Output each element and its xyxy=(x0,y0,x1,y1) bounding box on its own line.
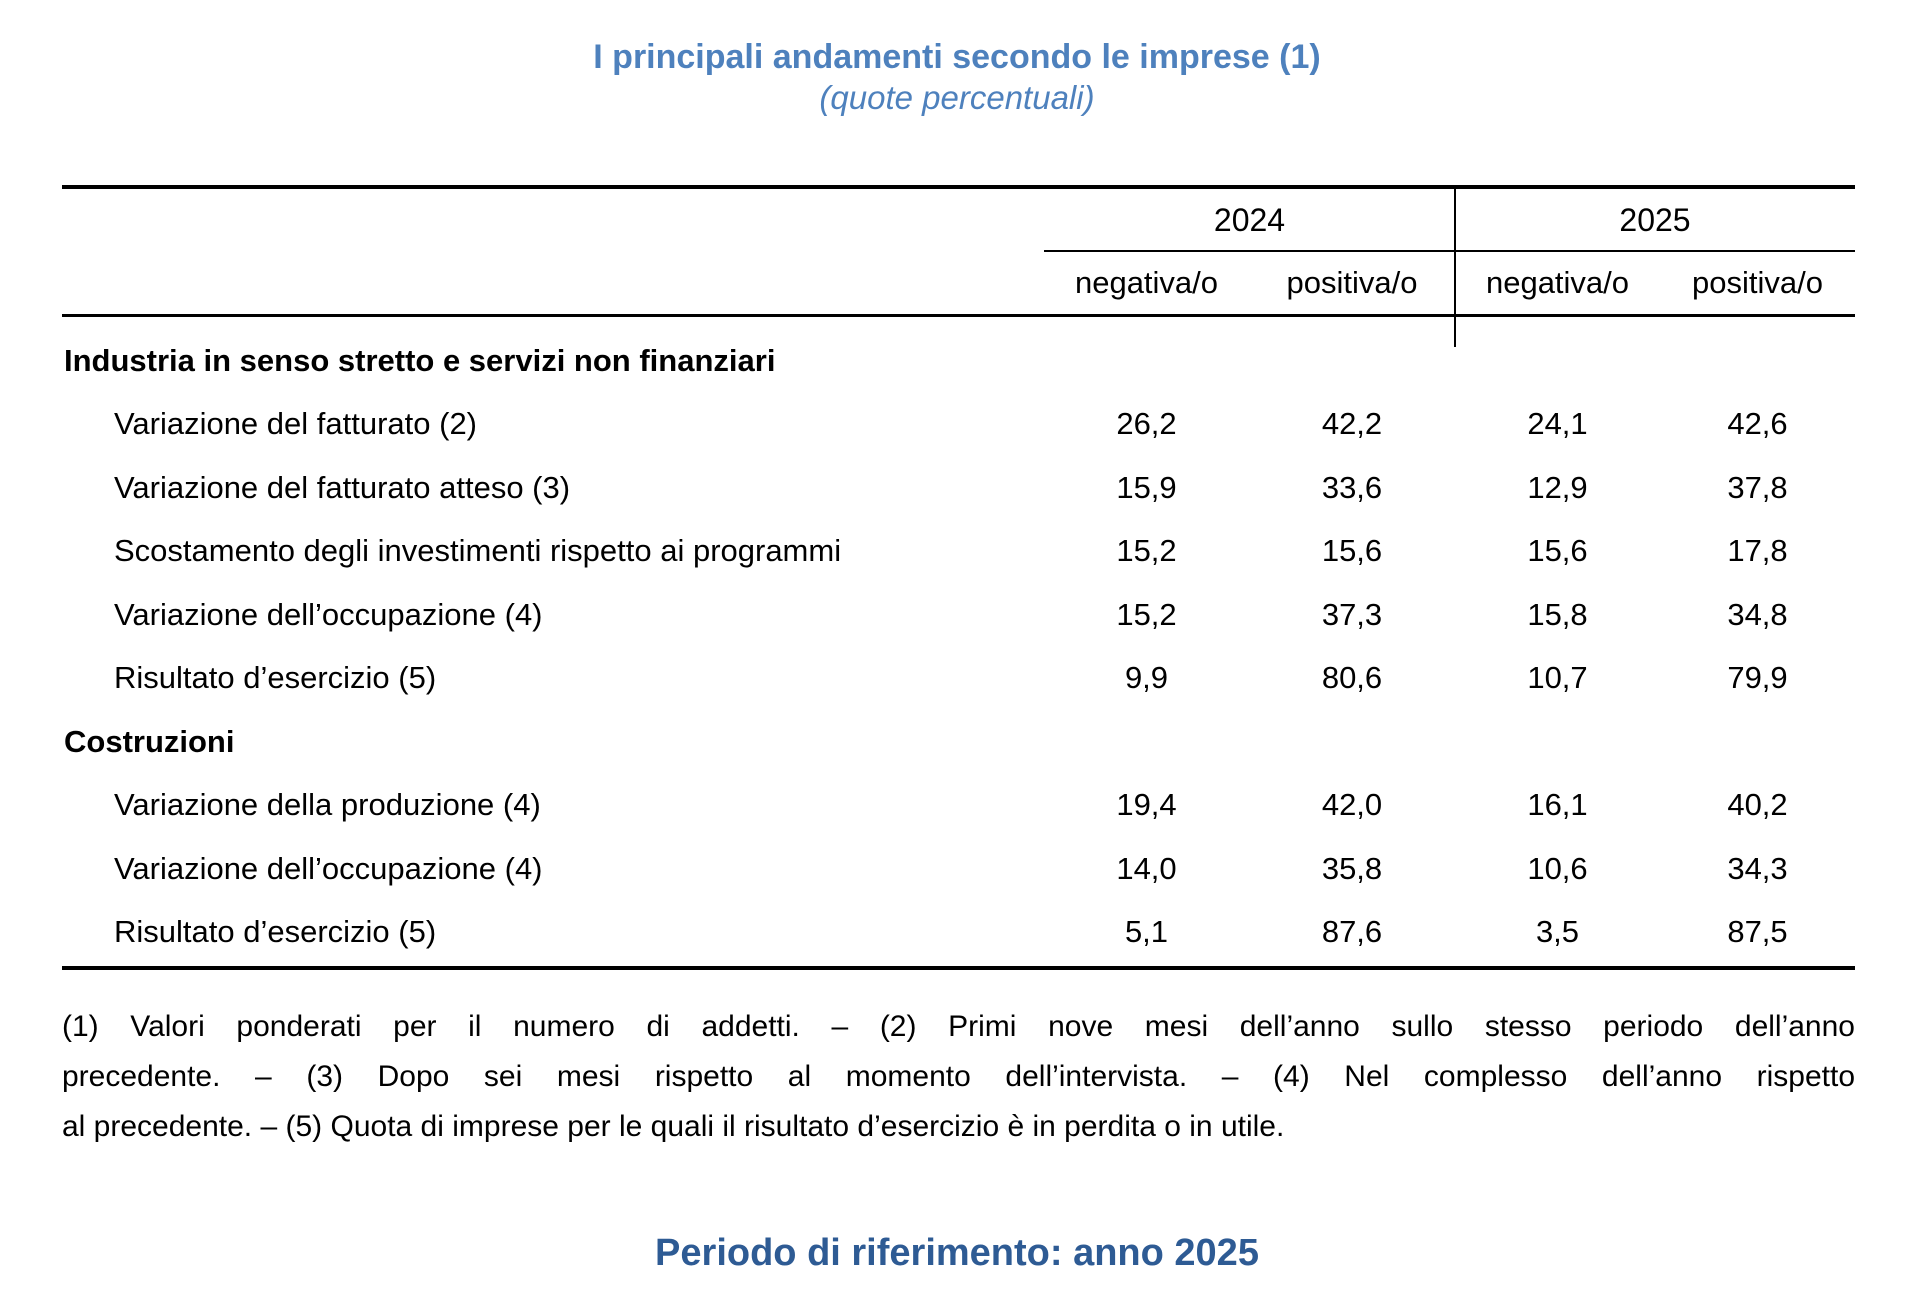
col-header-negativa-2024: negativa/o xyxy=(1074,265,1219,300)
value-cell: 40,2 xyxy=(1727,787,1788,823)
footnote: (1) Valori ponderati per il numero di ad… xyxy=(62,1002,1855,1152)
value-cell: 87,6 xyxy=(1321,914,1383,950)
value-cell: 15,2 xyxy=(1116,596,1177,632)
value-cell: 15,2 xyxy=(1116,533,1177,569)
value-cell: 17,8 xyxy=(1727,533,1788,569)
table-row: Variazione dell’occupazione (4) 14,0 35,… xyxy=(62,837,1855,901)
value-cell: 3,5 xyxy=(1535,914,1580,950)
value-cell: 79,9 xyxy=(1727,660,1788,696)
row-label: Scostamento degli investimenti rispetto … xyxy=(114,533,842,569)
value-cell: 35,8 xyxy=(1321,850,1383,886)
table-body: Industria in senso stretto e servizi non… xyxy=(62,317,1855,966)
value-cell: 34,3 xyxy=(1727,850,1788,886)
value-cell: 37,8 xyxy=(1727,469,1788,505)
table-row: Variazione dell’occupazione (4) 15,2 37,… xyxy=(62,583,1855,647)
year-header-2025: 2025 xyxy=(1619,202,1691,238)
col-header-negativa-2025: negativa/o xyxy=(1485,265,1630,300)
column-header-row: negativa/o positiva/o negativa/o positiv… xyxy=(62,252,1855,314)
data-table: 2024 2025 negativa/o positiva/o negativa… xyxy=(62,185,1855,970)
value-cell: 26,2 xyxy=(1116,406,1177,442)
row-label: Variazione del fatturato atteso (3) xyxy=(114,469,571,505)
value-cell: 80,6 xyxy=(1321,660,1383,696)
row-label: Variazione della produzione (4) xyxy=(114,787,541,823)
value-cell: 9,9 xyxy=(1124,660,1169,696)
page-subtitle: (quote percentuali) xyxy=(819,79,1095,116)
table-row: Variazione del fatturato atteso (3) 15,9… xyxy=(62,456,1855,520)
row-label: Variazione dell’occupazione (4) xyxy=(114,596,543,632)
value-cell: 15,6 xyxy=(1527,533,1588,569)
value-cell: 14,0 xyxy=(1116,850,1177,886)
row-label: Variazione del fatturato (2) xyxy=(114,406,478,442)
table-row: Risultato d’esercizio (5) 9,9 80,6 10,7 … xyxy=(62,647,1855,711)
value-cell: 16,1 xyxy=(1527,787,1588,823)
page-title: I principali andamenti secondo le impres… xyxy=(593,38,1321,76)
value-cell: 24,1 xyxy=(1527,406,1588,442)
value-cell: 87,5 xyxy=(1727,914,1788,950)
value-cell: 12,9 xyxy=(1527,469,1588,505)
table-row: Risultato d’esercizio (5) 5,1 87,6 3,5 8… xyxy=(62,901,1855,965)
value-cell: 33,6 xyxy=(1321,469,1383,505)
table-row: Variazione del fatturato (2) 26,2 42,2 2… xyxy=(62,393,1855,457)
row-label: Risultato d’esercizio (5) xyxy=(114,914,437,950)
footnote-line: (1) Valori ponderati per il numero di ad… xyxy=(62,1010,1855,1043)
table-header: 2024 2025 negativa/o positiva/o negativa… xyxy=(62,189,1855,317)
table-row: Variazione della produzione (4) 19,4 42,… xyxy=(62,774,1855,838)
table-row: Scostamento degli investimenti rispetto … xyxy=(62,520,1855,584)
col-header-positiva-2025: positiva/o xyxy=(1692,265,1823,300)
title-block: I principali andamenti secondo le impres… xyxy=(0,36,1914,118)
value-cell: 42,0 xyxy=(1321,787,1383,823)
row-label: Risultato d’esercizio (5) xyxy=(114,660,437,696)
year-header-2024: 2024 xyxy=(1213,202,1286,238)
value-cell: 5,1 xyxy=(1124,914,1169,950)
value-cell: 19,4 xyxy=(1116,787,1177,823)
value-cell: 10,6 xyxy=(1527,850,1588,886)
value-cell: 42,2 xyxy=(1321,406,1383,442)
year-divider-rule xyxy=(1454,189,1456,347)
value-cell: 15,8 xyxy=(1527,596,1588,632)
section-label: Industria in senso stretto e servizi non… xyxy=(64,342,776,378)
value-cell: 15,6 xyxy=(1321,533,1383,569)
row-label: Variazione dell’occupazione (4) xyxy=(114,850,543,886)
section-label: Costruzioni xyxy=(64,723,235,759)
value-cell: 15,9 xyxy=(1116,469,1177,505)
reference-period-footer: Periodo di riferimento: anno 2025 xyxy=(655,1232,1259,1274)
under-years-rule xyxy=(1044,250,1855,252)
footnote-line: precedente. – (3) Dopo sei mesi rispetto… xyxy=(62,1060,1855,1093)
value-cell: 10,7 xyxy=(1527,660,1588,696)
footnote-line: al precedente. – (5) Quota di imprese pe… xyxy=(62,1110,1285,1143)
value-cell: 37,3 xyxy=(1321,596,1383,632)
section-row: Industria in senso stretto e servizi non… xyxy=(62,329,1855,393)
year-header-row: 2024 2025 xyxy=(62,189,1855,252)
value-cell: 42,6 xyxy=(1727,406,1788,442)
col-header-positiva-2024: positiva/o xyxy=(1286,265,1418,300)
value-cell: 34,8 xyxy=(1727,596,1788,632)
section-row: Costruzioni xyxy=(62,710,1855,774)
